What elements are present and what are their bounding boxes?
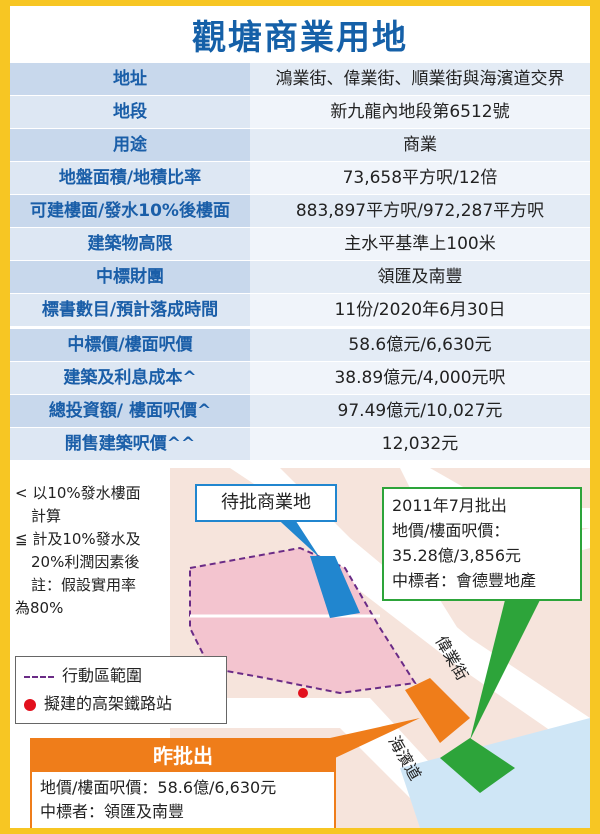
table-row: 中標價/樓面呎價 58.6億元/6,630元 — [10, 329, 590, 361]
row-value: 97.49億元/10,027元 — [250, 395, 590, 427]
pending-pointer — [270, 512, 320, 558]
row-label: 建築及利息成本^ — [10, 362, 250, 394]
row-value: 新九龍內地段第6512號 — [250, 96, 590, 128]
pending-site-callout: 待批商業地 — [195, 484, 337, 522]
table-row: 總投資額/ 樓面呎價^ 97.49億元/10,027元 — [10, 395, 590, 427]
row-value: 58.6億元/6,630元 — [250, 329, 590, 361]
row-label: 總投資額/ 樓面呎價^ — [10, 395, 250, 427]
approved-site — [405, 678, 470, 743]
row-value: 鴻業街、偉業街、順業街與海濱道交界 — [250, 63, 590, 95]
row-label: 中標價/樓面呎價 — [10, 329, 250, 361]
note-line: 註：假設實用率 — [31, 576, 137, 594]
note-line: 20%利潤因素後 — [31, 553, 140, 571]
callout-line: 35.28億/3,856元 — [392, 546, 522, 565]
footnotes: < 以10%發水樓面 計算 ≦ 計及10%發水及 20%利潤因素後 註：假設實用… — [15, 482, 185, 620]
page-title: 觀塘商業用地 — [192, 18, 408, 58]
row-value: 73,658平方呎/12倍 — [250, 162, 590, 194]
legend-label: 擬建的高架鐵路站 — [44, 694, 173, 713]
row-label: 地段 — [10, 96, 250, 128]
row-label: 中標財團 — [10, 261, 250, 293]
road — [230, 468, 590, 758]
note-line: 為80% — [15, 599, 64, 617]
station-marker — [298, 688, 308, 698]
green-pointer — [470, 600, 540, 740]
row-value: 38.89億元/4,000元呎 — [250, 362, 590, 394]
action-area-boundary — [189, 546, 417, 695]
table-row: 建築物高限 主水平基準上100米 — [10, 228, 590, 260]
table-row: 標書數目/預計落成時間 11份/2020年6月30日 — [10, 294, 590, 326]
approved-line: 中標者：領匯及南豐 — [40, 802, 185, 821]
legend-item-area: 行動區範圍 — [24, 663, 142, 689]
legend-item-station: 擬建的高架鐵路站 — [24, 691, 172, 717]
content-panel: 觀塘商業用地 地址 鴻業街、偉業街、順業街與海濱道交界 地段 新九龍內地段第6512… — [10, 6, 590, 828]
row-value: 商業 — [250, 129, 590, 161]
green-site-2011 — [440, 738, 515, 793]
approved-line: 地價/樓面呎價：58.6億/6,630元 — [40, 778, 277, 797]
approved-title: 昨批出 — [32, 740, 334, 772]
row-label: 開售建築呎價^^ — [10, 428, 250, 460]
row-label: 地盤面積/地積比率 — [10, 162, 250, 194]
callout-line: 2011年7月批出 — [392, 496, 507, 515]
row-value: 領匯及南豐 — [250, 261, 590, 293]
row-value: 883,897平方呎/972,287平方呎 — [250, 195, 590, 227]
row-label: 建築物高限 — [10, 228, 250, 260]
callout-line: 地價/樓面呎價： — [392, 521, 510, 540]
table-row: 地段 新九龍內地段第6512號 — [10, 96, 590, 128]
row-value: 11份/2020年6月30日 — [250, 294, 590, 326]
row-label: 地址 — [10, 63, 250, 95]
table-row: 地盤面積/地積比率 73,658平方呎/12倍 — [10, 162, 590, 194]
row-label: 可建樓面/發水10%後樓面 — [10, 195, 250, 227]
green-site-callout: 2011年7月批出 地價/樓面呎價： 35.28億/3,856元 中標者：會德豐… — [382, 487, 582, 601]
dashed-line-icon — [24, 675, 54, 678]
note-line: ≦ 計及10%發水及 — [15, 530, 141, 548]
note-line: 計算 — [31, 507, 62, 525]
table-row: 可建樓面/發水10%後樓面 883,897平方呎/972,287平方呎 — [10, 195, 590, 227]
row-value: 主水平基準上100米 — [250, 228, 590, 260]
legend-label: 行動區範圍 — [62, 666, 143, 685]
orange-pointer — [330, 718, 420, 758]
map-legend: 行動區範圍 擬建的高架鐵路站 — [15, 656, 227, 724]
row-value: 12,032元 — [250, 428, 590, 460]
table-row: 地址 鴻業街、偉業街、順業街與海濱道交界 — [10, 63, 590, 95]
table-row: 用途 商業 — [10, 129, 590, 161]
pending-commercial-site — [310, 556, 360, 618]
approved-box: 昨批出 地價/樓面呎價：58.6億/6,630元 中標者：領匯及南豐 — [30, 738, 336, 828]
callout-line: 中標者：會德豐地產 — [392, 571, 537, 590]
row-label: 標書數目/預計落成時間 — [10, 294, 250, 326]
note-line: < 以10%發水樓面 — [15, 484, 141, 502]
table-row: 開售建築呎價^^ 12,032元 — [10, 428, 590, 460]
row-label: 用途 — [10, 129, 250, 161]
table-row: 中標財團 領匯及南豐 — [10, 261, 590, 293]
red-dot-icon — [24, 698, 36, 711]
table-row: 建築及利息成本^ 38.89億元/4,000元呎 — [10, 362, 590, 394]
